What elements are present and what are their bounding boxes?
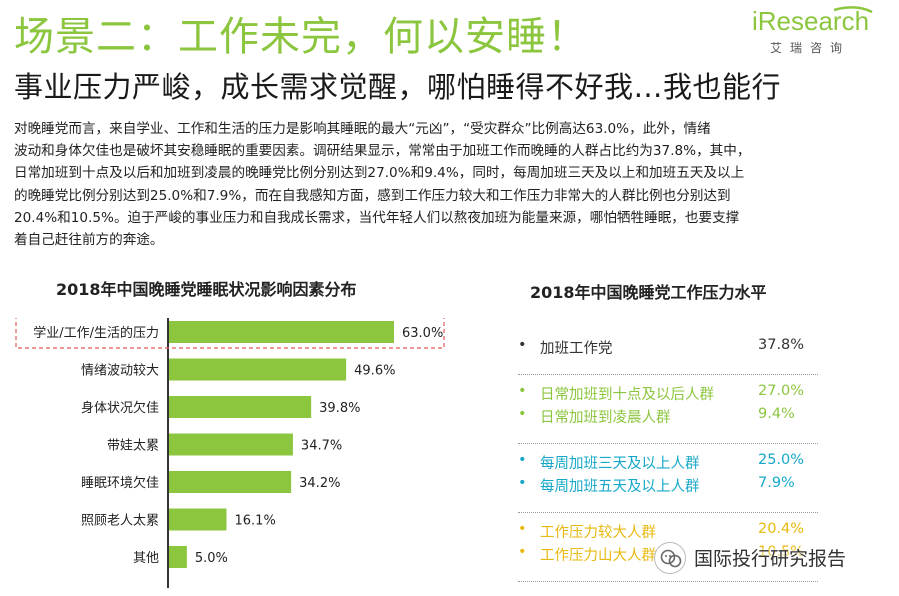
pressure-label: 每周加班五天及以上人群 <box>540 479 700 495</box>
bar <box>169 321 394 343</box>
pressure-value: 20.4% <box>758 521 805 537</box>
paragraph-line: 着自己赶往前方的奔途。 <box>14 232 164 249</box>
category-label: 身体状况欠佳 <box>81 400 159 416</box>
value-label: 49.6% <box>354 364 395 379</box>
watermark-text: 国际投行研究报告 <box>694 548 847 570</box>
page-title: 场景二：工作未完，何以安睡！ <box>14 14 588 60</box>
pressure-item: • 每周加班三天及以上人群 25.0% <box>518 452 818 474</box>
intro-paragraph: 对晚睡党而言，来自学业、工作和生活的压力是影响其睡眠的最大“元凶”，“受灾群众”… <box>14 118 884 251</box>
pressure-item: • 加班工作党 37.8% <box>518 337 818 359</box>
pressure-label: 日常加班到十点及以后人群 <box>540 387 714 403</box>
pressure-label: 每周加班三天及以上人群 <box>540 456 700 472</box>
pressure-value: 10.5% <box>758 544 805 560</box>
category-label: 照顾老人太累 <box>81 514 159 529</box>
highlight-box <box>15 318 445 349</box>
pressure-item: • 工作压力较大人群 20.4% <box>518 521 818 543</box>
group-separator <box>518 374 818 375</box>
page-subtitle: 事业压力严峻，成长需求觉醒，哪怕睡得不好我…我也能行 <box>14 70 782 104</box>
paragraph-line: 20.4%和10.5%。迫于严峻的事业压力和自我成长需求，当代年轻人们以熬夜加班… <box>14 209 740 226</box>
bar <box>169 433 293 456</box>
category-label: 其他 <box>133 551 159 566</box>
value-label: 16.1% <box>235 514 276 529</box>
value-label: 34.2% <box>299 476 340 491</box>
pressure-label: 日常加班到凌晨人群 <box>540 410 671 426</box>
logo-swoosh-icon <box>833 6 873 14</box>
group-separator <box>518 512 818 513</box>
pressure-item: … <box>518 590 818 596</box>
pressure-item: • 日常加班到凌晨人群 9.4% <box>518 406 818 428</box>
bullet-icon: • <box>518 475 527 491</box>
paragraph-line: 对晚睡党而言，来自学业、工作和生活的压力是影响其睡眠的最大“元凶”，“受灾群众”… <box>14 121 711 137</box>
pressure-label: 工作压力山大人群 <box>540 548 656 564</box>
pressure-value: 27.0% <box>758 383 805 399</box>
bar <box>169 546 187 568</box>
value-label: 39.8% <box>319 401 360 416</box>
pressure-item: • 每周加班五天及以上人群 7.9% <box>518 475 818 497</box>
group-separator <box>518 581 818 582</box>
category-label: 睡眠环境欠佳 <box>81 475 159 491</box>
value-label: 5.0% <box>195 551 228 566</box>
value-label: 63.0% <box>402 326 443 341</box>
pressure-value: 37.8% <box>758 337 805 353</box>
logo-cn-text: 艾瑞咨询 <box>770 41 851 55</box>
pressure-item: • 日常加班到十点及以后人群 27.0% <box>518 383 818 405</box>
sleep-factors-bar-chart: 学业/工作/生活的压力 63.0% 情绪波动较大 49.6% 身体状况欠佳 39.8% 带娃… <box>15 318 445 588</box>
logo-brand-text: iResearch <box>752 6 870 36</box>
paragraph-line: 日常加班到十点及以后和加班到凌晨的晚睡党比例分别达到27.0%和9.4%，同时，… <box>14 165 745 182</box>
paragraph-line: 波动和身体欠佳也是破坏其安稳睡眠的重要因素。调研结果显示，常常由于加班工作而晚睡… <box>14 143 751 160</box>
group-separator <box>518 443 818 444</box>
category-label: 学业/工作/生活的压力 <box>33 325 159 341</box>
bullet-icon: • <box>518 452 527 468</box>
bullet-icon: … <box>518 590 533 596</box>
iresearch-logo: iResearch 艾瑞咨询 <box>752 6 874 58</box>
value-label: 34.7% <box>301 439 342 454</box>
pressure-value: 9.4% <box>758 406 795 422</box>
bar <box>169 508 227 531</box>
pressure-value: 7.9% <box>758 475 795 491</box>
category-label: 情绪波动较大 <box>81 364 159 379</box>
paragraph-line: 的晚睡党比例分别达到25.0%和7.9%，而在自我感知方面，感到工作压力较大和工… <box>14 187 731 204</box>
bar <box>169 396 312 418</box>
pressure-value: 25.0% <box>758 452 805 468</box>
pressure-label: 加班工作党 <box>540 341 613 357</box>
category-label: 带娃太累 <box>107 439 159 454</box>
bullet-icon: • <box>518 406 527 422</box>
bar <box>169 471 292 493</box>
pressure-item: • 工作压力山大人群 10.5% <box>518 544 818 566</box>
bar <box>169 358 347 381</box>
pressure-label: 工作压力较大人群 <box>540 525 656 541</box>
work-pressure-list: • 加班工作党 37.8% • 日常加班到十点及以后人群 27.0% • 日常加班到凌晨人群 9… <box>518 330 818 596</box>
bar-chart-title: 2018年中国晚睡党睡眠状况影响因素分布 <box>56 280 357 299</box>
bullet-icon: • <box>518 383 527 399</box>
bullet-icon: • <box>518 521 527 537</box>
work-pressure-title: 2018年中国晚睡党工作压力水平 <box>530 283 767 302</box>
bullet-icon: • <box>518 544 527 560</box>
bullet-icon: • <box>518 337 527 353</box>
wechat-icon <box>654 542 686 574</box>
